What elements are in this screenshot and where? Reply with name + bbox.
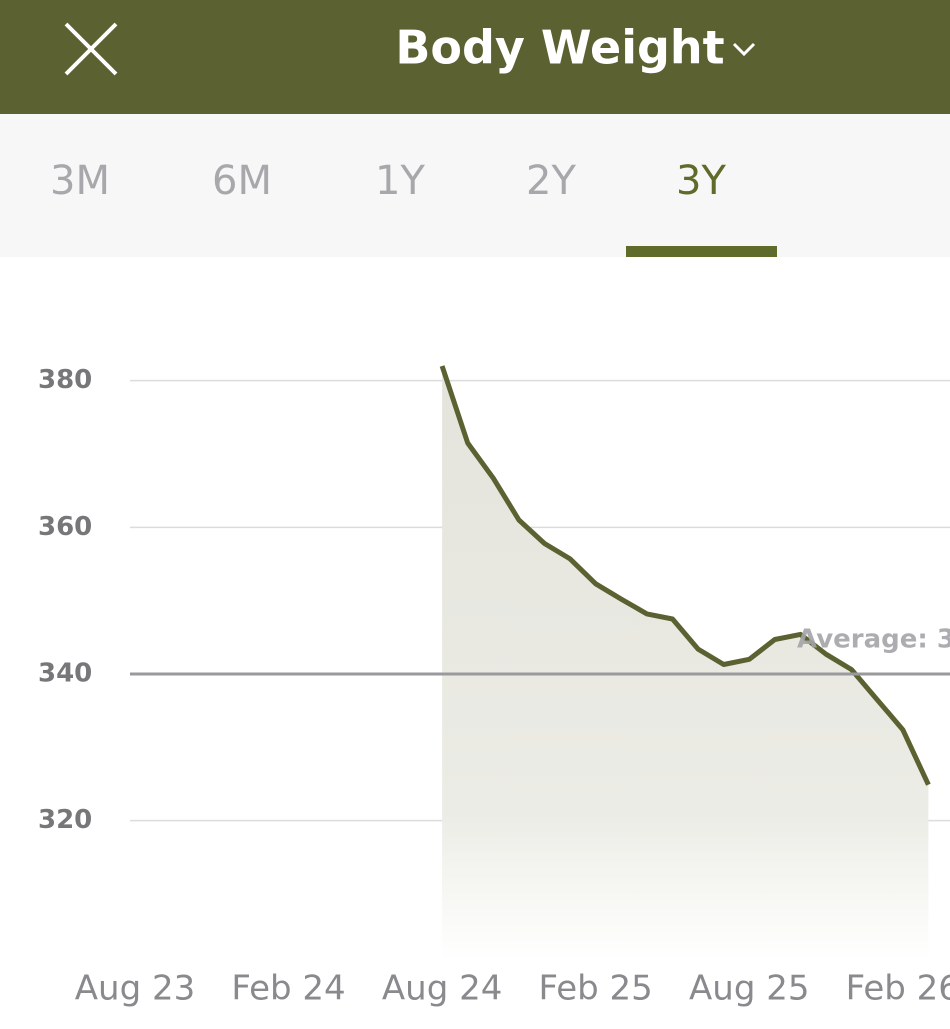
y-tick-label: 360 xyxy=(38,512,92,542)
x-tick-label: Feb 24 xyxy=(231,969,345,1009)
tab-underline xyxy=(626,246,777,257)
weight-line xyxy=(439,365,931,786)
tab-label[interactable]: 6M xyxy=(212,158,272,204)
tab-label[interactable]: 1Y xyxy=(375,158,425,204)
tab-label[interactable]: 2Y xyxy=(526,158,576,204)
close-button[interactable] xyxy=(64,22,118,76)
tab-bar xyxy=(0,114,950,257)
average-label: Average: 340 xyxy=(797,625,950,655)
x-tick-label: Feb 25 xyxy=(539,969,653,1009)
x-tick-label: Aug 25 xyxy=(689,969,809,1009)
x-tick-label: Aug 24 xyxy=(382,969,502,1009)
y-tick-label: 380 xyxy=(38,365,92,395)
area-fill xyxy=(442,366,929,960)
tab-label[interactable]: 3M xyxy=(50,158,110,204)
dropdown-chevron[interactable] xyxy=(732,42,756,57)
y-tick-label: 320 xyxy=(38,805,92,835)
tab-label[interactable]: 3Y xyxy=(676,158,726,204)
y-tick-label: 340 xyxy=(38,659,92,689)
x-tick-label: Feb 26 xyxy=(846,969,950,1009)
header-bar xyxy=(0,0,950,114)
header-title[interactable]: Body Weight xyxy=(395,21,724,75)
x-tick-label: Aug 23 xyxy=(75,969,195,1009)
